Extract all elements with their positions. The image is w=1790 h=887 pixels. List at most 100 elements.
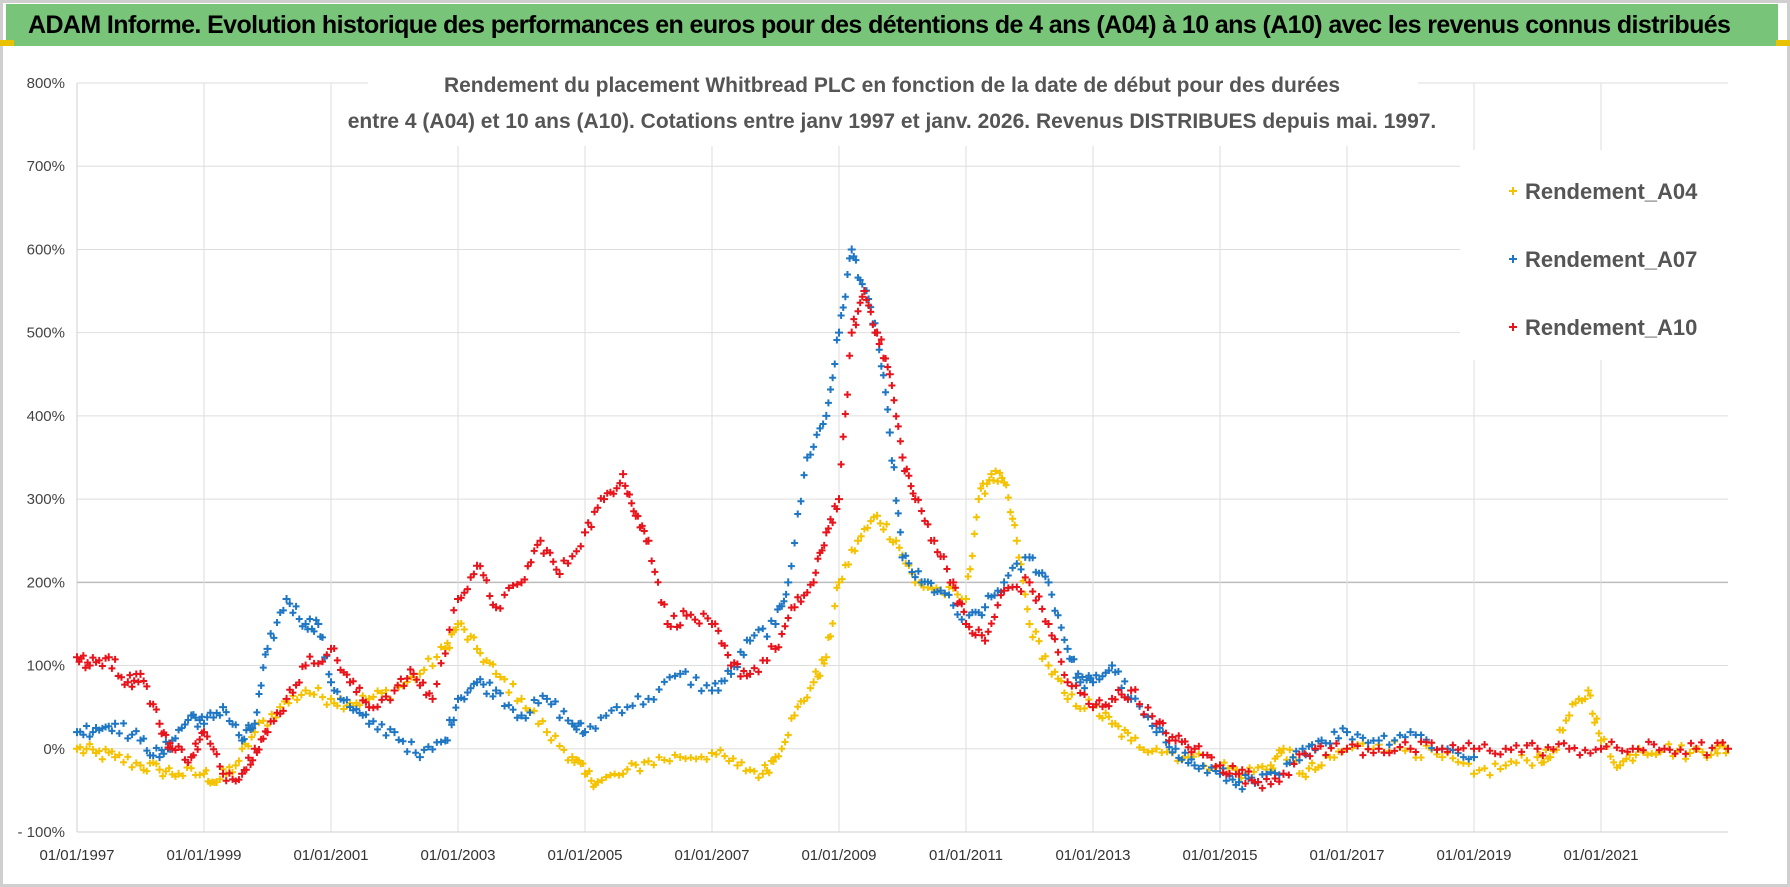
interpolated-point [429,745,437,753]
interpolated-point [640,527,648,535]
interpolated-point [1290,760,1298,768]
interpolated-point [1396,743,1404,751]
interpolated-point [1220,759,1228,767]
interpolated-point [737,672,745,680]
interpolated-point [539,692,547,700]
interpolated-point [831,602,839,610]
interpolated-point [560,707,568,715]
interpolated-point [1327,744,1335,752]
interpolated-point [1009,515,1017,523]
interpolated-point [794,593,802,601]
interpolated-point [1038,569,1046,577]
interpolated-point [1057,677,1065,685]
interpolated-point [867,517,875,525]
data-point [1044,661,1053,670]
interpolated-point [111,655,119,663]
interpolated-point [1038,605,1046,613]
data-point [492,669,501,678]
interpolated-point [1589,710,1597,718]
interpolated-point [1302,773,1310,781]
interpolated-point [837,460,845,468]
interpolated-point [958,615,966,623]
interpolated-point [259,664,267,672]
interpolated-point [879,526,887,534]
interpolated-point [577,719,585,727]
interpolated-point [1195,750,1203,758]
interpolated-point [551,698,559,706]
data-point [1000,586,1009,595]
data-point [708,686,716,695]
interpolated-point [888,457,896,465]
interpolated-point [1009,564,1017,572]
interpolated-point [546,549,554,557]
data-point [111,719,120,728]
interpolated-point [470,570,478,578]
interpolated-point [1540,758,1548,766]
interpolated-point [1032,597,1040,605]
interpolated-point [79,749,87,757]
interpolated-point [1539,752,1547,760]
data-point [1279,769,1288,778]
interpolated-point [1332,739,1340,747]
interpolated-point [1459,753,1467,761]
data-point [1311,744,1320,753]
data-point [238,769,247,778]
interpolated-point [505,584,513,592]
interpolated-point [513,580,521,588]
interpolated-point [333,656,341,664]
interpolated-point [171,746,179,754]
legend-marker-Rendement_A04 [1509,187,1517,195]
interpolated-point [496,604,504,612]
data-point [1298,744,1307,753]
data-point [612,703,621,712]
interpolated-point [1465,739,1473,747]
interpolated-point [763,657,771,665]
data-point [327,678,335,687]
interpolated-point [108,664,116,672]
data-point [1171,744,1180,753]
interpolated-point [1687,739,1695,747]
data-point [1546,753,1555,762]
interpolated-point [394,681,402,689]
interpolated-point [958,600,966,608]
interpolated-point [1048,632,1056,640]
interpolated-point [1581,746,1589,754]
interpolated-point [1559,726,1567,734]
interpolated-point [128,763,136,771]
interpolated-point [547,736,555,744]
interpolated-point [1698,738,1706,746]
data-point [727,669,736,678]
data-point [1597,744,1605,753]
interpolated-point [132,759,140,767]
interpolated-point [140,677,148,685]
interpolated-point [877,362,885,370]
interpolated-point [623,703,631,711]
interpolated-point [755,774,763,782]
interpolated-point [446,644,454,652]
y-tick-label: 700% [27,158,65,175]
interpolated-point [598,776,606,784]
interpolated-point [654,578,662,586]
interpolated-point [369,717,377,725]
data-point [250,728,259,737]
data-point [1533,744,1542,753]
interpolated-point [1136,743,1144,751]
interpolated-point [247,761,255,769]
interpolated-point [1359,751,1367,759]
interpolated-point [1306,752,1314,760]
interpolated-point [651,568,659,576]
interpolated-point [362,698,370,706]
interpolated-point [869,321,877,329]
interpolated-point [268,710,276,718]
interpolated-point [607,707,615,715]
interpolated-point [524,562,532,570]
interpolated-point [655,686,663,694]
interpolated-point [1703,751,1711,759]
interpolated-point [196,771,204,779]
interpolated-point [824,399,832,407]
interpolated-point [992,467,1000,475]
data-point [123,678,132,687]
interpolated-point [634,512,642,520]
interpolated-point [850,252,858,260]
interpolated-point [721,642,729,650]
